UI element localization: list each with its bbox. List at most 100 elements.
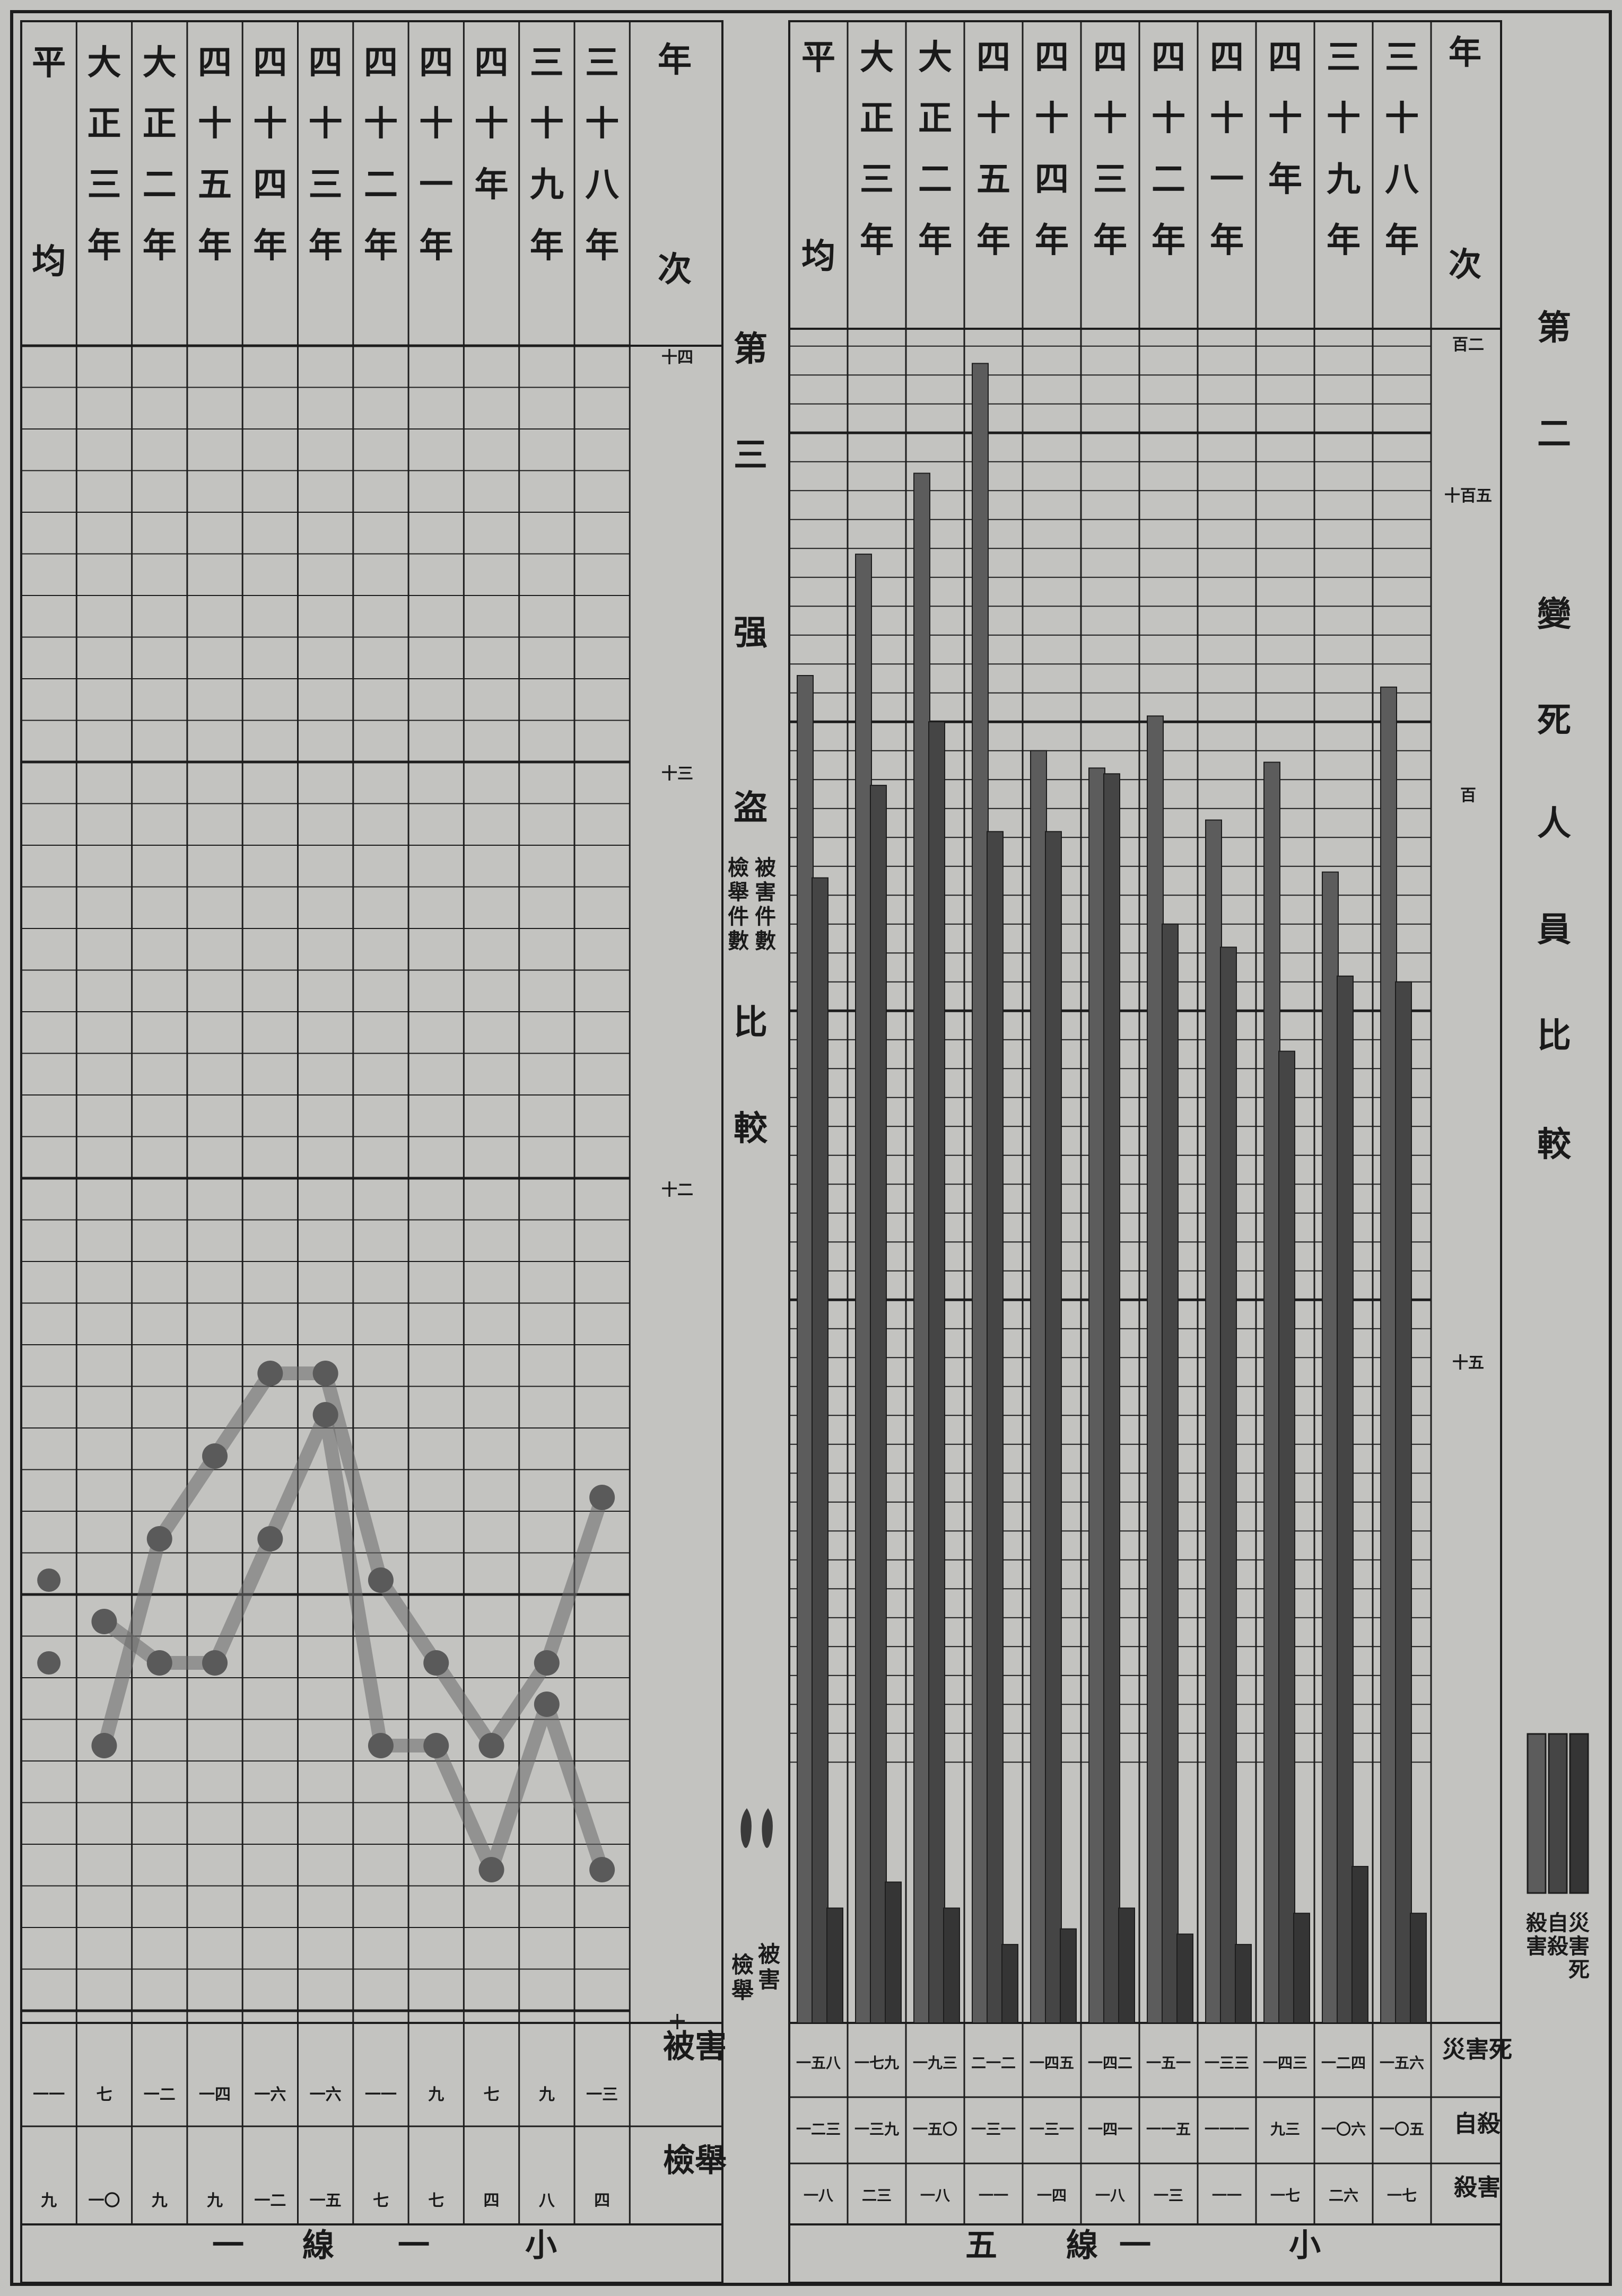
year-header-char: 四 (1035, 38, 1069, 77)
right-title-char: 員 (1537, 910, 1571, 950)
bar-suicide (1395, 981, 1412, 2023)
value-label-arrests: 四 (484, 2192, 500, 2210)
year-header-char: 年 (585, 226, 619, 266)
bar-disaster (1263, 761, 1280, 2023)
year-header-char: 大 (143, 43, 177, 83)
value-label-arrests: 一五 (310, 2192, 342, 2210)
year-header-char: 十 (1268, 99, 1302, 138)
year-header-char: 年 (364, 226, 398, 266)
bar-homicide (1176, 1933, 1193, 2023)
value-label-homicide: 一一 (1212, 2187, 1242, 2204)
year-header-char: 八 (1385, 160, 1419, 199)
bar-disaster (1147, 715, 1164, 2023)
year-header-char: 四 (253, 165, 287, 205)
legend-swatch-suicide (1548, 1733, 1568, 1894)
bar-homicide (1060, 1928, 1077, 2023)
data-point-arrests (202, 1650, 228, 1676)
scale-note: 小 (1289, 2227, 1321, 2264)
year-header-char: 年 (860, 221, 894, 260)
legend-label: 自 (1547, 1911, 1568, 1935)
header-label: 次 (1449, 245, 1481, 284)
year-header-char: 十 (253, 104, 287, 144)
right-title-char: 死 (1537, 700, 1571, 740)
left-title-char: 强 (734, 613, 768, 653)
year-header-char: 十 (419, 104, 453, 144)
value-label-victims: 九 (428, 2085, 444, 2104)
average-point-victims (37, 1568, 61, 1592)
legend-label: 害 (1526, 1934, 1547, 1959)
axis-label: 十 (669, 2013, 685, 2032)
year-header-char: 年 (253, 226, 287, 266)
bar-suicide (1045, 831, 1062, 2023)
value-label-disaster: 一九三 (913, 2054, 957, 2072)
year-header-char: 年 (1035, 221, 1069, 260)
data-point-victims (423, 1650, 449, 1676)
left-subtitle-char: 被 (755, 855, 776, 880)
left-title-char: 盗 (734, 788, 768, 828)
year-header-char: 三 (1385, 38, 1419, 77)
value-label-disaster: 一四二 (1088, 2054, 1132, 2072)
row-label-suicide: 自殺 (1454, 2110, 1501, 2137)
bar-homicide (1118, 1907, 1135, 2023)
year-header-char: 一 (419, 165, 453, 205)
value-label-victims: 一二 (144, 2085, 176, 2104)
left-title-char: 比 (734, 1003, 768, 1042)
year-header-char: 十 (976, 99, 1010, 138)
data-point-victims (91, 1733, 117, 1758)
bar-suicide (1337, 975, 1354, 2023)
data-point-victims (146, 1526, 172, 1552)
left-subtitle-char: 件 (755, 904, 776, 929)
year-header-char: 四 (1152, 38, 1185, 77)
year-header-char: 十 (585, 104, 619, 144)
left-subtitle-char: 舉 (728, 880, 749, 905)
left-title-char: 三 (734, 435, 768, 475)
axis-label: 十四 (661, 348, 693, 367)
year-header-char: 四 (419, 43, 453, 83)
data-point-arrests (257, 1526, 283, 1552)
year-header-char: 十 (1152, 99, 1185, 138)
header-label: 年 (1449, 33, 1481, 72)
value-label-suicide: 一五〇 (913, 2120, 957, 2138)
year-header-char: 四 (475, 43, 509, 83)
value-label-homicide: 一四 (1037, 2187, 1067, 2204)
value-label-homicide: 二三 (862, 2187, 892, 2204)
bar-disaster (1380, 686, 1397, 2023)
year-header-char: 正 (143, 104, 177, 144)
row-label-disaster: 災害死 (1442, 2036, 1512, 2063)
row-label-arrests: 檢舉 (663, 2142, 727, 2179)
axis-label: 百 (1460, 786, 1476, 805)
value-label-suicide: 一一一 (1205, 2120, 1249, 2138)
left-subtitle-char: 數 (728, 928, 749, 953)
year-header-char: 三 (309, 165, 343, 205)
legend-label: 害 (758, 1967, 780, 1993)
year-header-char: 年 (309, 226, 343, 266)
value-label-homicide: 二六 (1329, 2187, 1358, 2204)
year-header-char: 均 (801, 236, 835, 276)
data-point-arrests (423, 1733, 449, 1758)
page-border (10, 10, 1612, 2286)
year-header-char: 十 (1327, 99, 1361, 138)
scale-note: 一 (398, 2227, 430, 2264)
axis-label: 十二 (661, 1181, 693, 1199)
year-header-char: 三 (585, 43, 619, 83)
right-title-char: 較 (1537, 1125, 1572, 1164)
bar-suicide (1162, 923, 1179, 2023)
axis-label: 十百五 (1444, 487, 1492, 505)
year-header-char: 四 (976, 38, 1010, 77)
axis-label: 十五 (1452, 1354, 1484, 1372)
bar-homicide (1410, 1913, 1427, 2023)
value-label-disaster: 一五一 (1146, 2054, 1191, 2072)
value-label-victims: 一一 (365, 2085, 397, 2104)
value-label-suicide: 一三一 (1030, 2120, 1074, 2138)
year-header-char: 十 (364, 104, 398, 144)
year-header-char: 年 (143, 226, 177, 266)
value-label-suicide: 一三一 (971, 2120, 1016, 2138)
value-label-homicide: 一一 (979, 2187, 1008, 2204)
bar-homicide (1235, 1944, 1252, 2024)
value-label-suicide: 一二三 (796, 2120, 841, 2138)
year-header-char: 十 (1093, 99, 1127, 138)
year-header-char: 平 (801, 38, 835, 77)
year-header-char: 正 (918, 99, 952, 138)
year-header-char: 十 (530, 104, 564, 144)
legend-label: 被 (758, 1941, 780, 1967)
